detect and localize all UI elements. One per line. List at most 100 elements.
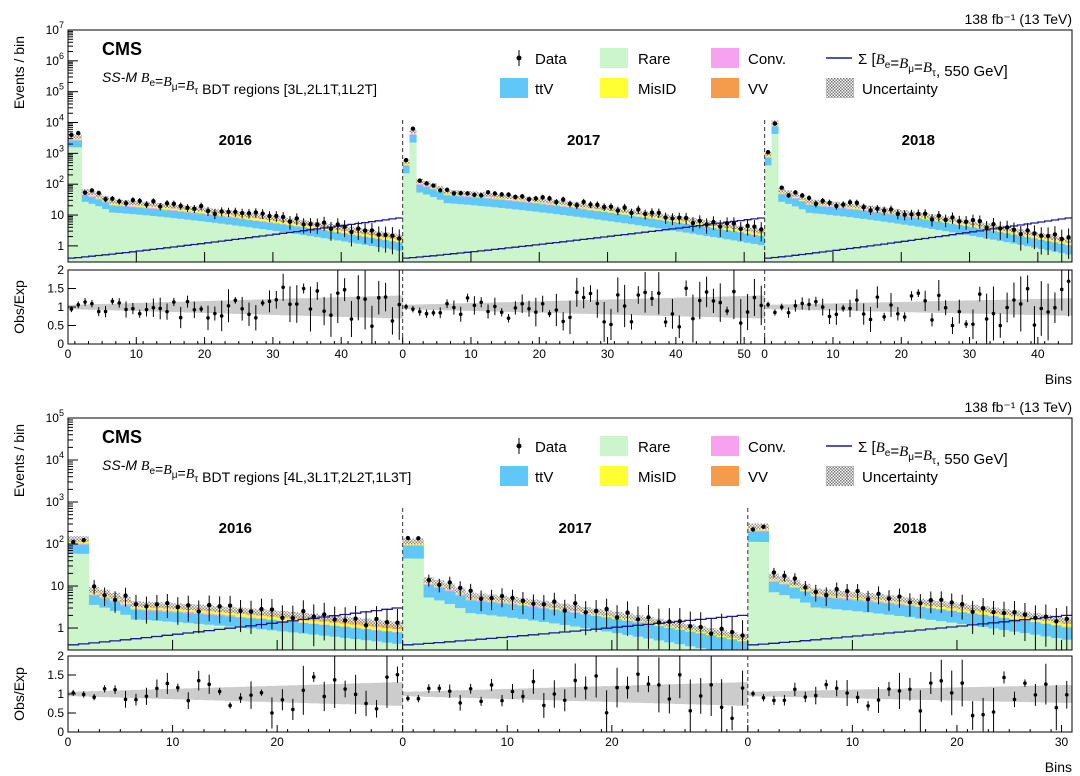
bar-rare: [607, 221, 615, 262]
data-point: [663, 215, 668, 220]
bar-rare: [511, 209, 520, 262]
data-point: [212, 211, 218, 216]
bar-ttv: [539, 204, 547, 213]
ratio-point: [581, 295, 586, 300]
bar-rare: [197, 221, 205, 262]
ratio-point: [834, 312, 839, 317]
ratio-point: [691, 316, 695, 321]
bar-conv: [88, 594, 100, 596]
ratio-unc-bar: [266, 685, 278, 703]
bar-ttv: [921, 219, 929, 228]
ratio-point: [240, 306, 244, 311]
y-tick-label: 105: [46, 408, 64, 425]
ratio-point: [178, 315, 183, 320]
uncertainty-hatch: [484, 192, 492, 198]
data-point: [813, 589, 818, 595]
bar-rare: [546, 213, 554, 262]
bar-ttv: [498, 199, 506, 208]
bar-misid: [129, 204, 137, 207]
bar-misid: [259, 219, 267, 222]
bar-ttv: [413, 546, 424, 559]
data-point: [158, 204, 163, 209]
data-point: [608, 204, 614, 209]
x-tick-label: 10: [846, 735, 860, 749]
bar-misid: [170, 208, 178, 211]
ratio-point: [540, 301, 545, 306]
ratio-point: [803, 695, 808, 699]
ratio-point: [447, 689, 452, 693]
ratio-point: [383, 295, 388, 299]
ratio-point: [977, 292, 982, 296]
ratio-point: [301, 688, 306, 693]
data-point: [290, 615, 296, 621]
ratio-unc-bar: [528, 688, 539, 700]
data-point: [164, 201, 170, 206]
ratio-point: [636, 293, 641, 297]
bar-ttv: [231, 218, 240, 226]
uncertainty-hatch: [95, 193, 103, 198]
bar-ttv: [259, 221, 267, 230]
bar-ttv: [450, 195, 458, 204]
ratio-point: [1002, 675, 1006, 680]
bar-rare: [600, 220, 608, 262]
bar-rare: [921, 227, 929, 262]
data-point: [259, 606, 264, 612]
ratio-point: [738, 321, 743, 325]
data-point: [328, 226, 334, 232]
data-point: [144, 604, 149, 609]
bar-ttv: [549, 609, 560, 624]
x-tick-label: 50: [737, 347, 751, 361]
x-tick-label: 40: [669, 347, 683, 361]
bar-rare: [942, 231, 950, 262]
ratio-point: [561, 319, 565, 324]
data-point: [144, 202, 149, 207]
bar-ttv: [925, 608, 937, 620]
bar-rare: [238, 226, 246, 262]
bar-ttv: [423, 186, 431, 195]
bar-rare: [949, 232, 957, 262]
ratio-unc-bar: [423, 691, 435, 697]
data-point: [806, 195, 812, 201]
data-point: [426, 577, 432, 583]
ratio-point: [102, 686, 107, 691]
bar-rare: [723, 239, 731, 262]
data-point: [321, 220, 327, 225]
bar-rare: [477, 206, 485, 262]
x-tick-label: 40: [335, 347, 349, 361]
data-point: [629, 210, 634, 216]
bar-rare: [436, 199, 444, 262]
ratio-point: [113, 687, 117, 692]
data-point: [133, 602, 139, 607]
ratio-point: [213, 311, 217, 316]
bar-ttv: [791, 198, 800, 207]
bar-rare: [99, 607, 111, 650]
bar-rare: [988, 628, 1000, 650]
bar-rare: [812, 213, 820, 262]
data-point: [369, 228, 375, 233]
bar-ttv: [860, 210, 868, 219]
data-point: [928, 597, 934, 603]
ratio-unc-bar: [726, 682, 738, 706]
data-point: [573, 601, 578, 606]
data-point: [677, 619, 683, 624]
data-point: [656, 210, 661, 215]
legend: Data Rare Conv. Σ [Be=Bμ=Bτ, 550 GeV] ttV Mis…: [500, 48, 1008, 98]
bar-ttv: [768, 581, 780, 593]
bar-rare: [570, 626, 581, 650]
bar-rare: [156, 216, 164, 262]
ratio-point: [595, 301, 600, 306]
bar-ttv: [852, 600, 864, 612]
ratio-point: [943, 305, 948, 310]
data-point: [1039, 233, 1044, 238]
uncertainty-hatch: [402, 538, 414, 545]
bar-rare: [810, 607, 822, 650]
bar-rare: [286, 233, 294, 262]
data-point: [793, 190, 798, 195]
ratio-point: [196, 678, 201, 683]
uncertainty-hatch: [805, 199, 813, 204]
ratio-point: [1053, 305, 1057, 310]
bar-ttv: [108, 205, 117, 213]
bar-rare: [464, 204, 472, 262]
data-point: [178, 203, 183, 209]
bar-conv: [559, 205, 567, 207]
